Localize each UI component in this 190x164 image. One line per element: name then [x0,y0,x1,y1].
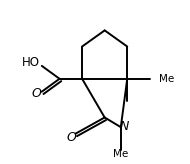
Text: O: O [67,131,77,144]
Text: N: N [120,120,130,133]
Text: O: O [31,87,41,100]
Text: HO: HO [21,56,40,69]
Text: Me: Me [113,149,128,159]
Text: Me: Me [159,74,174,84]
